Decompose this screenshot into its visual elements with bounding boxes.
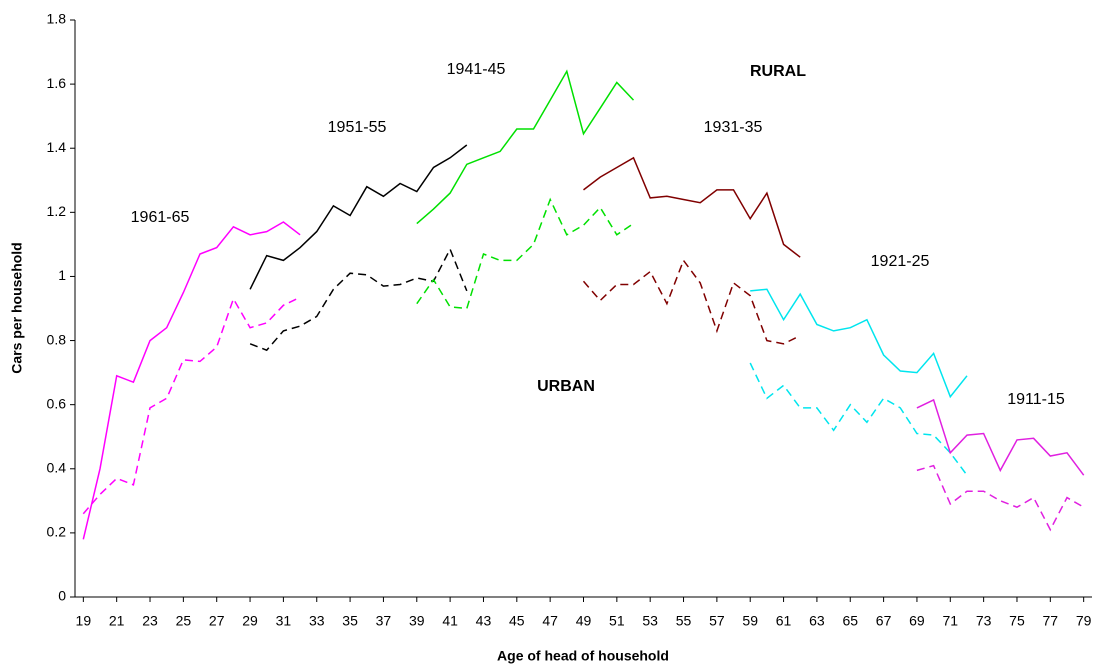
y-tick-label: 0.2 [47, 524, 67, 540]
x-tick-label: 51 [609, 613, 625, 629]
y-tick-label: 1.4 [47, 139, 67, 155]
urban-line [749, 362, 968, 476]
rural-line [583, 156, 801, 258]
x-tick-label: 33 [309, 613, 325, 629]
urban-line [249, 247, 468, 352]
x-tick-label: 23 [142, 613, 158, 629]
x-tick-label: 59 [742, 613, 758, 629]
x-tick-label: 67 [876, 613, 892, 629]
annotation: RURAL [750, 63, 806, 80]
series-label: 1911-15 [1007, 391, 1065, 408]
x-tick-label: 27 [209, 613, 225, 629]
x-tick-label: 65 [842, 613, 858, 629]
rural-line [750, 288, 968, 399]
urban-line [82, 296, 301, 515]
y-tick-label: 1.6 [47, 75, 67, 91]
x-tick-label: 49 [576, 613, 592, 629]
urban-line [916, 464, 1085, 532]
x-tick-label: 75 [1009, 613, 1025, 629]
x-tick-label: 19 [76, 613, 92, 629]
x-tick-label: 43 [476, 613, 492, 629]
x-tick-label: 79 [1076, 613, 1092, 629]
urban-line [416, 197, 634, 310]
x-tick-label: 29 [242, 613, 258, 629]
x-tick-label: 37 [376, 613, 392, 629]
series-label: 1961-65 [131, 209, 190, 226]
y-tick-label: 0.8 [47, 331, 67, 347]
y-tick-label: 0.6 [47, 395, 67, 411]
x-tick-label: 55 [676, 613, 692, 629]
x-tick-label: 35 [342, 613, 358, 629]
x-tick-label: 53 [642, 613, 658, 629]
series-label: 1951-55 [328, 119, 387, 136]
series-label: 1921-25 [871, 253, 930, 270]
rural-line [416, 69, 635, 225]
x-tick-label: 47 [542, 613, 558, 629]
y-tick-label: 0.4 [47, 459, 67, 475]
x-tick-label: 41 [442, 613, 458, 629]
x-tick-label: 73 [976, 613, 992, 629]
annotation: URBAN [537, 378, 595, 395]
y-tick-label: 1 [58, 267, 66, 283]
y-axis-title: Cars per household [9, 242, 25, 373]
rural-line [82, 221, 301, 540]
series-label: 1941-45 [447, 61, 506, 78]
x-tick-label: 69 [909, 613, 925, 629]
rural-line [249, 144, 468, 290]
x-tick-label: 63 [809, 613, 825, 629]
rural-line [916, 398, 1085, 476]
x-tick-label: 39 [409, 613, 425, 629]
y-tick-label: 1.2 [47, 203, 67, 219]
x-tick-label: 21 [109, 613, 125, 629]
y-tick-label: 0 [58, 588, 66, 604]
urban-line [582, 258, 801, 345]
x-axis-title: Age of head of household [497, 648, 669, 664]
series-label: 1931-35 [704, 119, 763, 136]
x-tick-label: 71 [942, 613, 958, 629]
x-tick-label: 31 [276, 613, 292, 629]
x-tick-label: 77 [1043, 613, 1059, 629]
x-tick-label: 61 [776, 613, 792, 629]
x-tick-label: 57 [709, 613, 725, 629]
x-tick-label: 45 [509, 613, 525, 629]
x-tick-label: 25 [176, 613, 192, 629]
y-tick-label: 1.8 [47, 11, 67, 27]
